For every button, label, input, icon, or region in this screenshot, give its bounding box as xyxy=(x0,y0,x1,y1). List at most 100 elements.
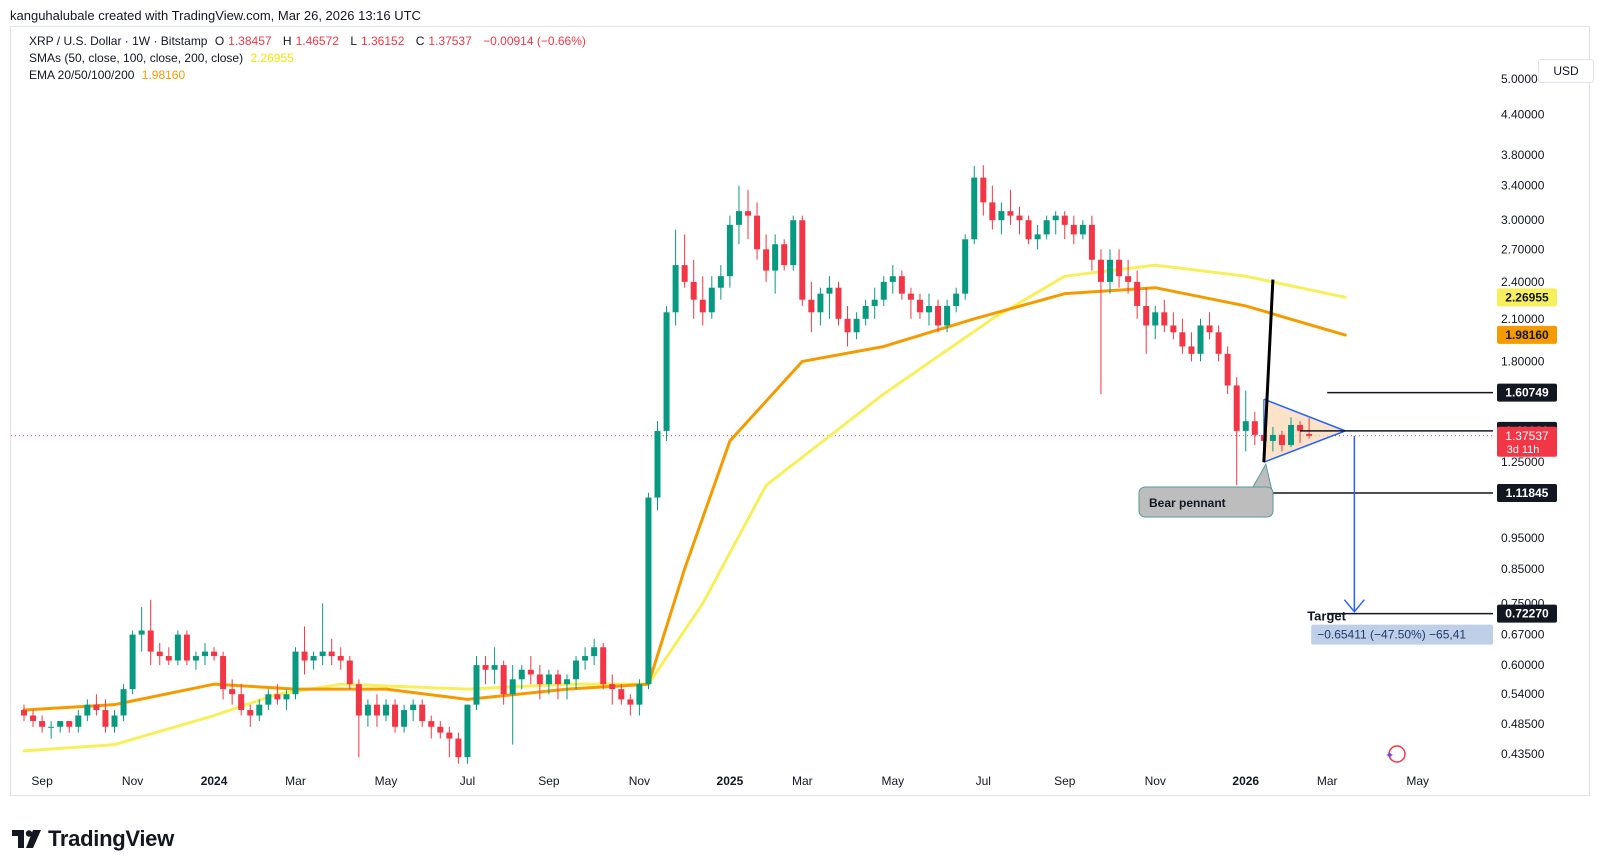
x-tick-label: Nov xyxy=(122,774,143,788)
candle-body xyxy=(392,704,399,727)
candle-body xyxy=(708,287,715,313)
candle-body xyxy=(1152,312,1159,326)
countdown-label: 3d 11h xyxy=(1507,444,1540,456)
candle-body xyxy=(835,287,842,319)
candle-body xyxy=(1251,421,1258,435)
candle-body xyxy=(898,276,905,294)
candle-body xyxy=(844,318,851,333)
candle-body xyxy=(971,177,978,240)
candle-body xyxy=(672,265,679,313)
candle-body xyxy=(1107,259,1113,282)
candle-body xyxy=(1197,325,1204,354)
currency-selector[interactable]: USD xyxy=(1538,59,1594,83)
price-label: 1.11845 xyxy=(1506,486,1549,500)
candle-body xyxy=(129,634,136,690)
candle-body xyxy=(663,312,670,431)
candle-body xyxy=(364,704,371,716)
y-tick-label: 4.40000 xyxy=(1501,107,1545,121)
price-label: 1.60749 xyxy=(1505,386,1549,400)
candle-body xyxy=(1070,224,1077,235)
y-tick-label: 0.95000 xyxy=(1501,531,1545,545)
candle-body xyxy=(573,660,580,680)
candle-body xyxy=(790,220,797,266)
ema-label: EMA 20/50/100/200 xyxy=(29,68,135,82)
candle-body xyxy=(989,202,996,221)
candle-body xyxy=(681,265,688,282)
candle-body xyxy=(1043,220,1050,235)
candle-body xyxy=(880,281,887,300)
candle-body xyxy=(808,299,815,313)
y-tick-label: 0.60000 xyxy=(1501,658,1545,672)
candle-body xyxy=(30,715,37,722)
candle-body xyxy=(1007,211,1014,216)
price-label-bg xyxy=(1497,383,1557,402)
candle-body xyxy=(211,651,218,657)
candle-body xyxy=(48,726,55,728)
brand-name: TradingView xyxy=(48,826,174,851)
x-tick-label: 2026 xyxy=(1232,774,1259,788)
candle-body xyxy=(1288,425,1294,446)
candle-body xyxy=(202,651,208,657)
candle-body xyxy=(238,694,245,711)
x-tick-label: Sep xyxy=(1054,774,1076,788)
current-price-label-bg xyxy=(1497,426,1557,457)
candle-body xyxy=(383,704,389,716)
x-tick-label: Mar xyxy=(285,774,306,788)
y-tick-label: 0.54000 xyxy=(1501,687,1545,701)
candle-body xyxy=(1278,434,1285,446)
candle-body xyxy=(256,704,263,716)
candle-body xyxy=(527,669,534,675)
candle-body xyxy=(853,318,860,333)
y-tick-label: 3.00000 xyxy=(1501,213,1545,227)
candle-body xyxy=(301,651,308,661)
candle-body xyxy=(491,665,498,670)
candle-body xyxy=(1215,332,1222,354)
candle-body xyxy=(437,726,444,733)
candle-body xyxy=(111,715,118,727)
candle-body xyxy=(346,660,353,685)
x-tick-label: Mar xyxy=(1317,774,1338,788)
y-tick-label: 0.43500 xyxy=(1501,747,1545,761)
y-tick-label: 0.67000 xyxy=(1501,628,1545,642)
candle-body xyxy=(183,634,190,661)
candle-body xyxy=(192,656,199,661)
candle-body xyxy=(66,721,73,727)
candle-body xyxy=(1025,220,1032,240)
candle-body xyxy=(428,721,435,727)
candle-body xyxy=(174,634,181,661)
price-label-bg xyxy=(1497,604,1557,623)
symbol-name: XRP / U.S. Dollar · 1W · Bitstamp xyxy=(29,34,208,48)
candle-body xyxy=(482,665,489,670)
candle-body xyxy=(564,679,570,685)
candle-body xyxy=(337,656,344,661)
sma-legend[interactable]: SMAs (50, close, 100, close, 200, close)… xyxy=(29,51,298,65)
candle-body xyxy=(464,704,471,758)
candle-body xyxy=(871,299,878,306)
candle-body xyxy=(1052,215,1059,221)
ema-legend[interactable]: EMA 20/50/100/200 1.98160 xyxy=(29,68,189,82)
candle-body xyxy=(962,239,969,294)
candle-body xyxy=(1079,224,1086,235)
candle-body xyxy=(39,721,46,727)
price-chart[interactable]: −0.65411 (−47.50%) −65,41 Target Bear penn… xyxy=(11,27,1589,795)
candle-body xyxy=(1242,421,1249,431)
candle-body xyxy=(609,684,616,690)
candle-body xyxy=(265,694,272,705)
candle-body xyxy=(283,694,290,700)
ohlc-close: C 1.37537 xyxy=(415,34,472,48)
x-tick-label: Jul xyxy=(460,774,475,788)
x-tick-label: May xyxy=(881,774,904,788)
candle-body xyxy=(926,305,932,313)
pennant-upper-edge xyxy=(1263,398,1346,432)
candle-body xyxy=(781,244,788,266)
price-label-bg xyxy=(1497,288,1557,307)
candle-body xyxy=(998,211,1005,221)
candle-body xyxy=(57,721,64,727)
candle-body xyxy=(147,630,154,652)
candle-body xyxy=(1088,224,1095,260)
candle-body xyxy=(373,704,380,716)
candle-body xyxy=(21,710,27,716)
candle-body xyxy=(1233,385,1240,431)
candle-body xyxy=(509,679,516,695)
x-tick-label: Nov xyxy=(629,774,650,788)
